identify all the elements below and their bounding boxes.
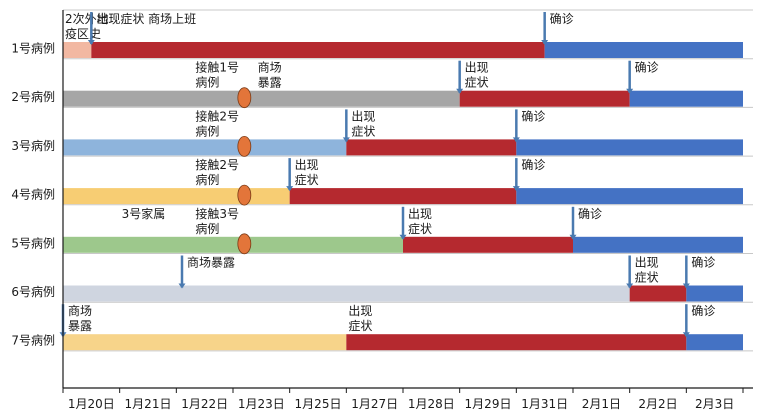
bar-segment-diagnosis bbox=[573, 236, 743, 253]
event-annotation: 接触1号病例 bbox=[195, 60, 239, 90]
contact-dot bbox=[237, 233, 252, 255]
x-tick-label: 2月3日 bbox=[695, 397, 734, 411]
x-tick-label: 1月21日 bbox=[125, 397, 172, 411]
event-annotation: 确诊 bbox=[550, 12, 574, 26]
row-label: 5号病例 bbox=[11, 235, 55, 250]
event-marker-arrow bbox=[342, 137, 350, 143]
event-annotation: 接触2号病例 bbox=[195, 108, 239, 138]
row-label: 6号病例 bbox=[11, 284, 55, 299]
event-annotation: 商场暴露 bbox=[68, 303, 92, 333]
contact-dot bbox=[237, 87, 252, 109]
bar-segment-symptom bbox=[91, 42, 545, 58]
row-labels: 1号病例 2号病例 3号病例 4号病例 5号病例 6号病例 7号病例 bbox=[11, 41, 55, 348]
x-tick-label: 1月20日 bbox=[68, 397, 115, 411]
event-annotation: 出现症状 bbox=[295, 158, 319, 187]
event-annotation: 商场暴露 bbox=[187, 255, 235, 270]
event-annotation: 确诊 bbox=[578, 207, 602, 221]
bar-segment-case3_pre bbox=[63, 139, 347, 156]
bar-segment-diagnosis bbox=[544, 42, 743, 58]
event-marker-arrow bbox=[682, 283, 690, 289]
x-tick-label: 1月23日 bbox=[238, 397, 285, 411]
event-annotation: 出现症状 bbox=[465, 61, 489, 90]
bar-segment-diagnosis bbox=[629, 90, 743, 107]
event-marker-arrow bbox=[399, 234, 407, 240]
row-label: 7号病例 bbox=[11, 333, 55, 348]
event-marker-arrow bbox=[626, 88, 634, 94]
x-tick-label: 2月2日 bbox=[638, 397, 677, 411]
contact-dot bbox=[237, 184, 252, 206]
event-annotation: 接触2号病例 bbox=[195, 157, 239, 187]
bar-segment-diagnosis bbox=[516, 188, 743, 205]
event-marker-arrow bbox=[286, 186, 294, 192]
event-annotation: 确诊 bbox=[635, 61, 659, 75]
event-marker-arrow bbox=[682, 332, 690, 338]
x-tick-label: 1月28日 bbox=[408, 397, 455, 411]
event-marker-arrow bbox=[569, 234, 577, 240]
x-tick-label: 1月27日 bbox=[351, 397, 398, 411]
x-axis: 1月20日 1月21日 1月22日 1月23日 1月25日 1月27日 1月28日 1月29日… bbox=[62, 10, 753, 411]
bar-segment-case5_pre bbox=[63, 236, 403, 253]
x-tick-label: 1月25日 bbox=[295, 397, 342, 411]
event-annotation: 接触3号病例 bbox=[195, 206, 239, 236]
event-marker-arrow bbox=[456, 88, 464, 94]
bar-segment-symptom bbox=[346, 334, 687, 351]
bar-segment-symptom bbox=[459, 90, 630, 107]
event-marker-arrow bbox=[541, 40, 549, 45]
bar-segment-symptom bbox=[346, 139, 517, 156]
event-marker-arrow bbox=[626, 283, 634, 289]
event-annotation: 出现症状 商场上班 bbox=[96, 11, 196, 26]
contact-dot bbox=[237, 135, 252, 157]
x-tick-label: 1月22日 bbox=[181, 397, 228, 411]
bar-segment-exposure_travel bbox=[63, 42, 92, 58]
bar-segment-symptom bbox=[629, 285, 687, 302]
bar-segment-case4_pre bbox=[63, 188, 290, 205]
event-annotation: 确诊 bbox=[521, 158, 545, 172]
x-tick-label: 1月31日 bbox=[521, 397, 568, 411]
bar-segment-symptom bbox=[403, 236, 573, 253]
event-annotation: 出现症状 bbox=[348, 304, 372, 333]
bar-segment-case2_pre bbox=[63, 90, 460, 107]
bar-segment-diagnosis bbox=[516, 139, 743, 156]
bar-segment-case7_pre bbox=[63, 334, 347, 351]
timeline-bars bbox=[63, 42, 743, 351]
row-label: 4号病例 bbox=[11, 187, 55, 202]
bar-segment-symptom bbox=[289, 188, 517, 205]
bar-segment-diagnosis bbox=[686, 285, 743, 302]
event-annotation: 出现症状 bbox=[408, 207, 432, 236]
event-marker-arrow bbox=[178, 283, 186, 289]
event-annotation: 确诊 bbox=[521, 109, 545, 123]
row-gridlines bbox=[63, 9, 753, 352]
event-annotation: 3号家属 bbox=[122, 206, 166, 221]
bar-segment-diagnosis bbox=[686, 334, 743, 351]
event-annotation: 出现症状 bbox=[635, 256, 659, 285]
row-label: 2号病例 bbox=[11, 89, 55, 104]
event-annotation: 确诊 bbox=[691, 256, 715, 270]
event-annotation: 确诊 bbox=[691, 304, 715, 318]
x-tick-label: 2月1日 bbox=[582, 397, 621, 411]
event-marker-arrow bbox=[87, 40, 95, 45]
row-label: 1号病例 bbox=[11, 41, 55, 56]
event-marker-arrow bbox=[512, 137, 520, 143]
event-annotation: 商场暴露 bbox=[258, 60, 282, 90]
bar-segment-case6_pre bbox=[63, 285, 630, 302]
event-marker-arrow bbox=[512, 186, 520, 192]
event-annotation: 出现症状 bbox=[351, 109, 375, 138]
row-label: 3号病例 bbox=[11, 138, 55, 153]
x-tick-label: 1月29日 bbox=[465, 397, 512, 411]
